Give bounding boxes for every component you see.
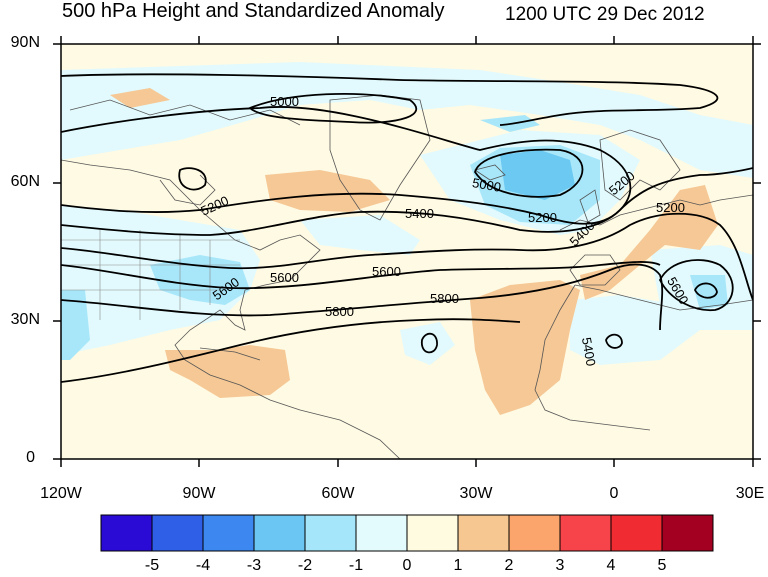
colorbar-swatch (559, 514, 612, 552)
colorbar-label: 2 (504, 557, 514, 574)
neg2-anomaly-med (690, 275, 728, 310)
lat-label: 30N (10, 311, 40, 328)
contour-5400 (61, 167, 753, 236)
contour-label: 5400 (579, 336, 599, 367)
us-state-lines (61, 230, 240, 320)
colorbar-swatch (457, 514, 510, 552)
contour-label: 5800 (430, 291, 459, 306)
neg3-anomaly-core (500, 150, 575, 200)
contour-5600 (61, 212, 753, 301)
contour-5200-loop (178, 167, 207, 191)
pos-anomaly-eastatlantic (470, 280, 580, 415)
contour-5400-med-loop (693, 282, 718, 299)
pos-anomaly-caribbean (165, 345, 290, 398)
lat-label: 60N (10, 173, 40, 190)
colorbar-swatch (304, 514, 357, 552)
colorbar-label: -2 (297, 557, 313, 574)
coastline-arctic (69, 99, 301, 126)
contour-5200-top (61, 73, 719, 126)
contour-5000-arctic (248, 93, 418, 124)
coastline-europe (559, 194, 753, 231)
coastline-hudson (159, 174, 216, 206)
neg-anomaly-westatlantic (300, 215, 420, 255)
colorbar-label: 1 (453, 557, 463, 574)
colorbar-swatch (661, 514, 714, 552)
coastline-southamerica (299, 409, 401, 459)
coastline-britain (579, 189, 601, 223)
neg2-anomaly-west (61, 290, 90, 360)
colorbar-label: 0 (402, 557, 412, 574)
contour-label: 5000 (471, 175, 502, 195)
neg-anomaly-arctic (61, 62, 753, 178)
coastline-iberia (569, 254, 621, 286)
colorbar-swatch (151, 514, 204, 552)
colorbar-label: -4 (195, 557, 211, 574)
lon-label: 60W (321, 485, 355, 502)
contour-5200-outer (61, 106, 632, 225)
lon-label: 90W (182, 485, 216, 502)
lat-label: 0 (26, 449, 35, 466)
colorbar-swatch (253, 514, 306, 552)
contour-5800-loop (421, 332, 438, 354)
contour-label: 5600 (270, 270, 299, 285)
lon-label: 120W (40, 485, 82, 502)
contour-5000-europe (474, 148, 584, 198)
colorbar-label: -3 (246, 557, 262, 574)
contour-label: 5600 (372, 264, 401, 279)
contour-label: 5000 (270, 94, 299, 109)
contour-label: 5200 (528, 210, 557, 225)
colorbar-label: -5 (144, 557, 160, 574)
colorbar-swatch (406, 514, 459, 552)
lon-label: 30W (459, 485, 493, 502)
coastline-scandinavia (599, 129, 681, 201)
coastline-iceland (474, 164, 506, 181)
colorbar-swatch (355, 514, 408, 552)
contour-5600b (61, 261, 661, 290)
contour-5600-med-loop (658, 259, 734, 312)
lon-label: 0 (609, 485, 619, 502)
timestamp: 1200 UTC 29 Dec 2012 (505, 4, 705, 25)
pos-anomaly-greenland (265, 170, 390, 212)
map-title: 500 hPa Height and Standardized Anomaly (62, 0, 445, 22)
lon-label: 30E (735, 485, 765, 502)
contour-label: 5200 (656, 200, 685, 215)
contour-label: 5800 (325, 304, 354, 319)
colorbar-label: 3 (555, 557, 565, 574)
colorbar-swatch (610, 514, 663, 552)
contour-5800-africa-loop (605, 333, 623, 349)
neg-anomaly-midatlantic (400, 322, 455, 365)
contour-5800-low (61, 318, 521, 383)
pos-anomaly-arctic (110, 88, 170, 108)
contour-label: 5400 (405, 206, 434, 221)
coastline-cuba (199, 347, 261, 361)
colorbar-label: 4 (606, 557, 616, 574)
colorbar-swatch (508, 514, 561, 552)
plot-frame (60, 43, 754, 460)
contour-5800 (61, 263, 664, 331)
colorbar-swatch (100, 514, 153, 552)
neg-anomaly-africa (570, 295, 700, 365)
lat-label: 90N (10, 34, 40, 51)
colorbar-swatch (202, 514, 255, 552)
colorbar-label: 5 (657, 557, 667, 574)
colorbar-label: -1 (348, 557, 364, 574)
